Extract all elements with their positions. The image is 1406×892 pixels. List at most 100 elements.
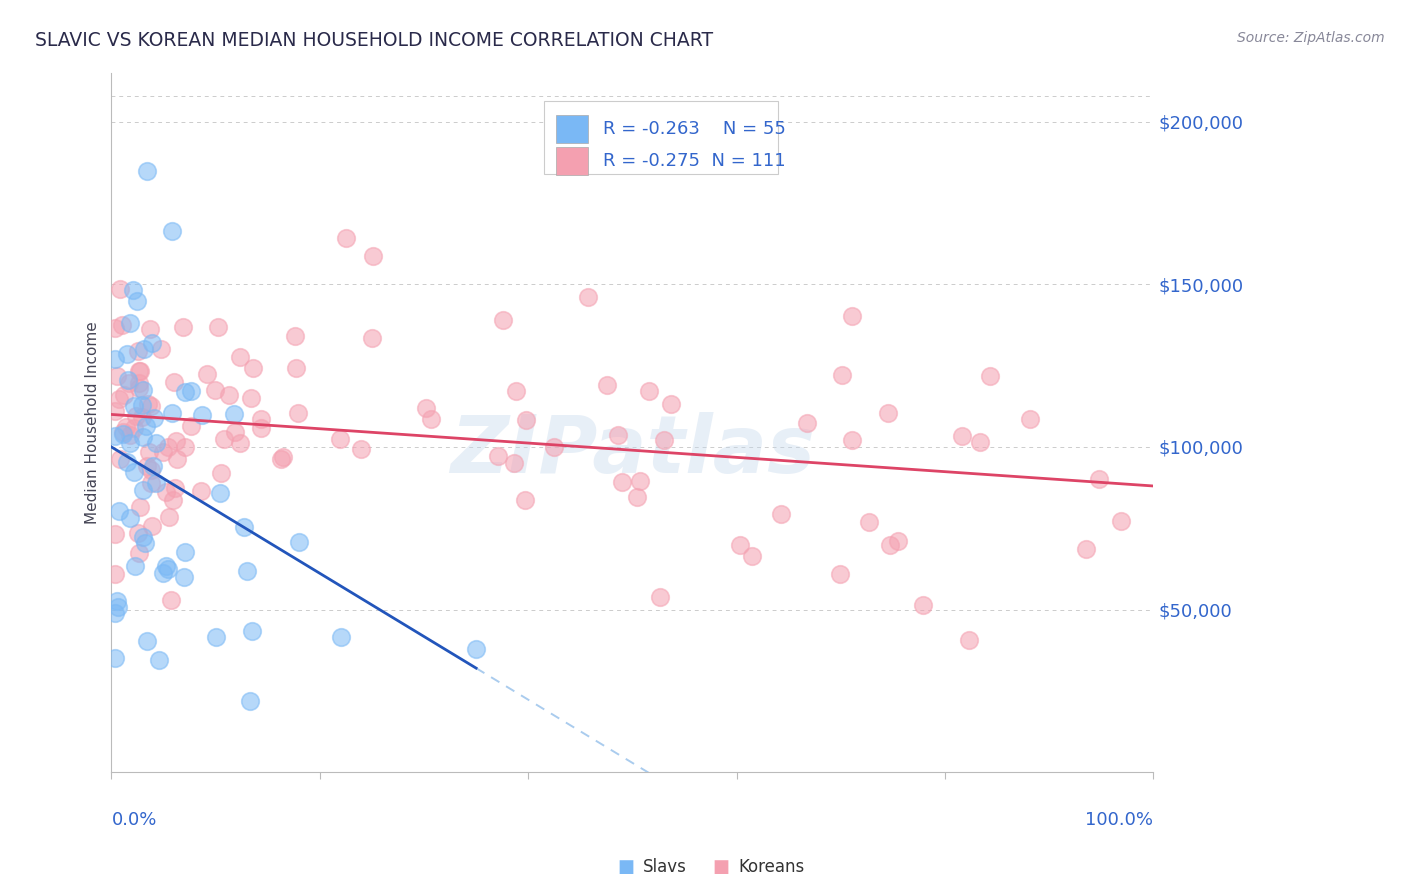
Point <box>1109 514 1132 528</box>
Point <box>224 425 246 439</box>
Point <box>127 343 149 358</box>
Point <box>232 519 254 533</box>
Point <box>108 392 131 406</box>
Point <box>132 530 155 544</box>
Point <box>131 398 153 412</box>
Point <box>596 378 619 392</box>
FancyBboxPatch shape <box>544 101 779 174</box>
Point <box>236 564 259 578</box>
Text: SLAVIC VS KOREAN MEDIAN HOUSEHOLD INCOME CORRELATION CHART: SLAVIC VS KOREAN MEDIAN HOUSEHOLD INCOME… <box>35 31 713 50</box>
Text: Koreans: Koreans <box>738 858 804 876</box>
Point <box>128 376 150 391</box>
Point <box>741 549 763 563</box>
Point <box>360 331 382 345</box>
Point <box>174 440 197 454</box>
Point <box>112 426 135 441</box>
Point <box>128 381 150 395</box>
Point <box>659 397 682 411</box>
Point <box>103 404 125 418</box>
Point <box>129 364 152 378</box>
Point <box>135 634 157 648</box>
Point <box>796 416 818 430</box>
Point <box>180 384 202 398</box>
FancyBboxPatch shape <box>557 147 588 175</box>
Point <box>110 451 132 466</box>
Point <box>105 369 128 384</box>
Text: 100.0%: 100.0% <box>1085 811 1153 829</box>
Point <box>157 509 180 524</box>
Point <box>180 419 202 434</box>
Text: ■: ■ <box>713 858 730 876</box>
Point <box>212 432 235 446</box>
Point <box>285 361 308 376</box>
Point <box>160 224 183 238</box>
Point <box>132 342 155 356</box>
Point <box>132 384 155 398</box>
Point <box>329 630 352 644</box>
Point <box>136 458 159 473</box>
Point <box>465 641 488 656</box>
Point <box>165 434 187 448</box>
Point <box>132 483 155 497</box>
Point <box>105 594 128 608</box>
Point <box>350 442 373 456</box>
Point <box>163 482 186 496</box>
Point <box>240 624 263 639</box>
Point <box>858 516 880 530</box>
Point <box>283 329 305 343</box>
Point <box>160 406 183 420</box>
Point <box>250 411 273 425</box>
Point <box>288 535 311 549</box>
Point <box>138 397 160 411</box>
Point <box>166 452 188 467</box>
Point <box>122 421 145 435</box>
Point <box>240 391 263 405</box>
Point <box>228 351 250 365</box>
Point <box>1019 411 1042 425</box>
Point <box>505 384 527 398</box>
Text: ZIPatlas: ZIPatlas <box>450 411 815 490</box>
Point <box>103 321 125 335</box>
Text: Slavs: Slavs <box>643 858 686 876</box>
Point <box>145 435 167 450</box>
Point <box>957 633 980 648</box>
Point <box>503 456 526 470</box>
Point <box>138 445 160 459</box>
Point <box>118 436 141 450</box>
Point <box>770 507 793 521</box>
Point <box>191 408 214 422</box>
Point <box>131 410 153 425</box>
Point <box>135 418 157 433</box>
Point <box>652 434 675 448</box>
Point <box>124 559 146 574</box>
Point <box>242 361 264 376</box>
Point <box>229 435 252 450</box>
Point <box>103 650 125 665</box>
Point <box>141 458 163 473</box>
Point <box>115 420 138 434</box>
Point <box>628 474 651 488</box>
Point <box>117 373 139 387</box>
Point <box>287 406 309 420</box>
Point <box>108 504 131 518</box>
Point <box>204 631 226 645</box>
Point <box>607 428 630 442</box>
Point <box>239 693 262 707</box>
Point <box>155 558 177 573</box>
Point <box>143 411 166 425</box>
Point <box>149 342 172 356</box>
Point <box>127 294 149 309</box>
Point <box>112 388 135 402</box>
Point <box>877 405 900 419</box>
Point <box>162 493 184 508</box>
Point <box>128 364 150 378</box>
Point <box>218 388 240 402</box>
Point <box>1088 472 1111 486</box>
Point <box>492 313 515 327</box>
Point <box>115 455 138 469</box>
Text: R = -0.263    N = 55: R = -0.263 N = 55 <box>603 120 786 138</box>
Point <box>626 490 648 504</box>
Point <box>841 310 863 324</box>
Point <box>173 570 195 584</box>
Point <box>610 475 633 489</box>
